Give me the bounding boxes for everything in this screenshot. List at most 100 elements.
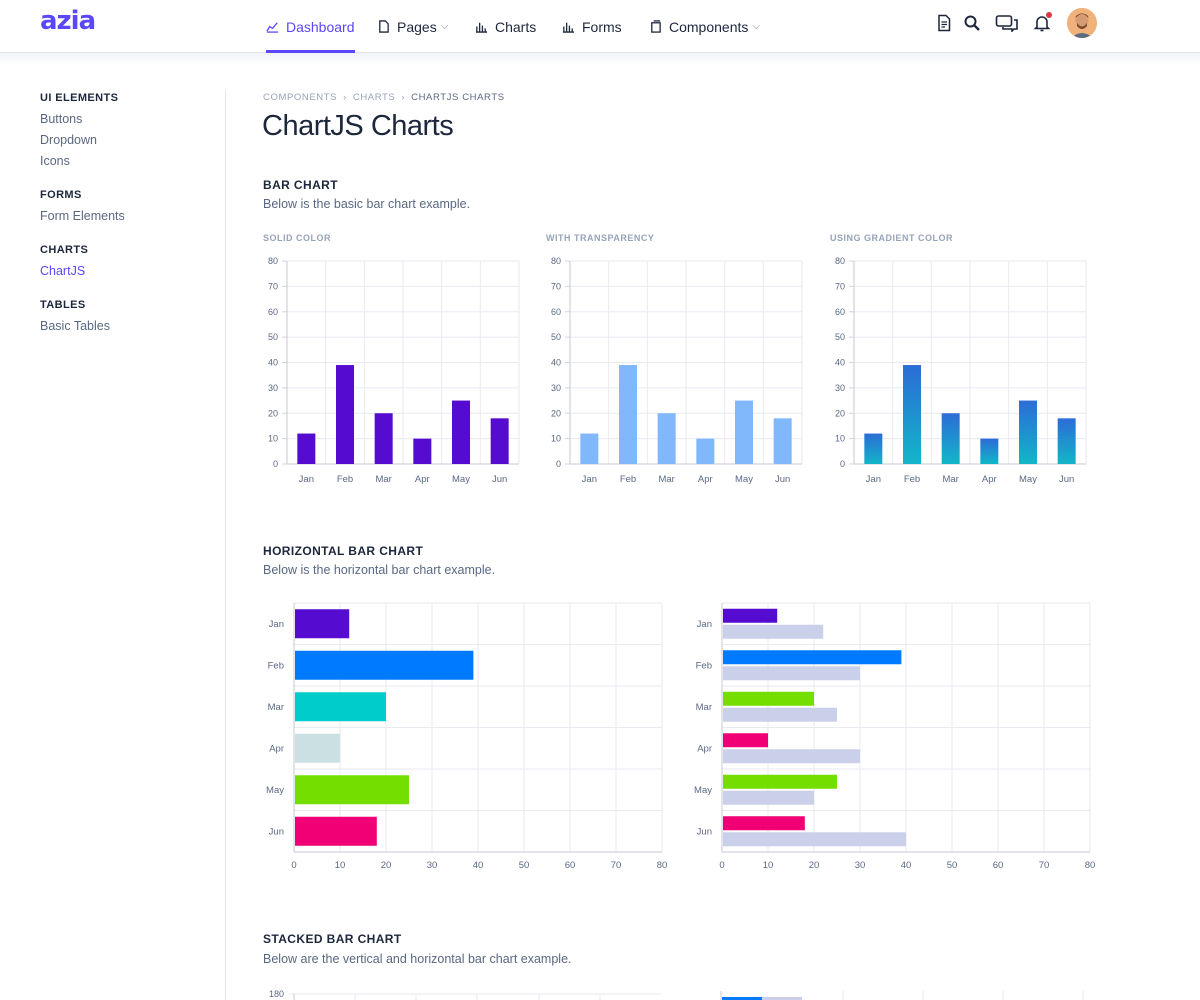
y-tick-label: Jan [269, 619, 284, 630]
y-tick-label: Jun [269, 826, 284, 837]
bar [762, 997, 802, 1000]
nav-pages-label: Pages [397, 18, 437, 35]
x-tick-label: 40 [473, 860, 484, 871]
y-tick-label: 50 [835, 332, 845, 342]
horizontal-bar-chart-compare: 0 10 20 30 40 50 60 70 80 Jan Feb Mar Apr May Jun [694, 602, 1096, 871]
sidebar-item-basic-tables[interactable]: Basic Tables [40, 319, 110, 333]
y-tick-label: 60 [835, 307, 845, 317]
nav-charts[interactable]: Charts [475, 0, 536, 53]
y-tick-label: 80 [268, 256, 278, 266]
x-tick-label: May [1019, 474, 1037, 485]
bar [295, 775, 409, 805]
y-tick-label: 70 [268, 281, 278, 291]
section-title-stacked: STACKED BAR CHART [263, 932, 402, 946]
bar [723, 774, 837, 789]
x-tick-label: 10 [763, 860, 774, 871]
x-tick-label: Jan [866, 474, 881, 485]
bar [374, 413, 393, 464]
y-tick-label: Feb [268, 660, 284, 671]
y-tick-label: 70 [835, 281, 845, 291]
sidebar-group-charts: CHARTS ChartJS [40, 244, 220, 278]
search-icon[interactable] [961, 12, 983, 34]
chevron-right-icon: › [343, 92, 347, 103]
y-tick-label: 20 [835, 408, 845, 418]
y-tick-label: Apr [269, 743, 284, 754]
x-tick-label: Jun [775, 474, 790, 485]
x-tick-label: 80 [1085, 860, 1096, 871]
sidebar-group-forms: FORMS Form Elements [40, 189, 220, 223]
bar [773, 418, 792, 464]
bar [657, 413, 676, 464]
bar [1019, 400, 1037, 464]
breadcrumb-item-components[interactable]: COMPONENTS [263, 92, 338, 103]
y-tick-label: 30 [551, 383, 561, 393]
bar-chart-gradient: 0 10 20 30 40 50 60 70 80 Jan Feb Mar Apr May Jun [835, 256, 1087, 485]
x-tick-label: Mar [375, 474, 391, 485]
y-tick-label: 50 [268, 332, 278, 342]
sidebar-item-buttons[interactable]: Buttons [40, 112, 83, 126]
document-icon[interactable] [933, 12, 955, 34]
nav-pages[interactable]: Pages ⌵ [377, 0, 448, 53]
bar [723, 816, 805, 831]
bar [336, 365, 354, 464]
bar [295, 692, 386, 722]
bar [864, 433, 883, 464]
y-tick-label: 60 [551, 307, 561, 317]
avatar[interactable] [1067, 8, 1097, 38]
chat-icon[interactable] [994, 12, 1020, 34]
bar [619, 365, 637, 464]
bar [413, 438, 432, 464]
sidebar-item-form-elements[interactable]: Form Elements [40, 209, 125, 223]
stacked-bar-chart-vertical: 180 [269, 989, 662, 1000]
nav-dashboard[interactable]: Dashboard [266, 0, 355, 53]
x-tick-label: Mar [942, 474, 958, 485]
x-tick-label: 60 [565, 860, 576, 871]
bar [980, 438, 999, 464]
y-tick-label: 30 [835, 383, 845, 393]
bar [723, 749, 860, 764]
page-title: ChartJS Charts [262, 110, 454, 142]
chart-label-solid: SOLID COLOR [263, 233, 331, 243]
y-tick-label: 40 [551, 358, 561, 368]
x-tick-label: Jun [1059, 474, 1074, 485]
y-tick-label: Jan [697, 619, 712, 630]
x-tick-label: 70 [1039, 860, 1050, 871]
sidebar-group-ui-elements: UI ELEMENTS Buttons Dropdown Icons [40, 92, 220, 168]
y-tick-label: 10 [551, 434, 561, 444]
bar [723, 832, 906, 847]
y-tick-label: 0 [273, 459, 278, 469]
header-shadow [0, 53, 1200, 65]
section-desc-bar: Below is the basic bar chart example. [263, 197, 471, 211]
nav-active-indicator [266, 50, 355, 53]
breadcrumb-item-current: CHARTJS CHARTS [411, 92, 505, 103]
app-header: azia Dashboard Pages ⌵ Charts Forms Comp… [0, 0, 1200, 53]
bar [722, 997, 762, 1000]
nav-components[interactable]: Components ⌵ [649, 0, 760, 53]
sidebar-item-dropdown[interactable]: Dropdown [40, 133, 97, 147]
y-tick-label: 60 [268, 307, 278, 317]
x-tick-label: Feb [620, 474, 636, 485]
y-tick-label: 80 [551, 256, 561, 266]
x-tick-label: 0 [719, 860, 724, 871]
bell-icon[interactable] [1031, 12, 1053, 34]
nav-forms-label: Forms [582, 18, 622, 35]
sidebar-item-icons[interactable]: Icons [40, 154, 70, 168]
bar [723, 608, 778, 623]
chart-label-transparency: WITH TRANSPARENCY [546, 233, 655, 243]
stacked-bar-chart-horizontal [720, 991, 1084, 1000]
chevron-down-icon: ⌵ [752, 21, 760, 32]
nav-forms[interactable]: Forms [562, 0, 622, 53]
y-tick-label: 80 [835, 256, 845, 266]
x-tick-label: Jun [492, 474, 507, 485]
breadcrumb-item-charts[interactable]: CHARTS [352, 92, 396, 103]
sidebar-item-chartjs[interactable]: ChartJS [40, 264, 86, 278]
x-tick-label: Mar [658, 474, 674, 485]
y-tick-label: 40 [835, 358, 845, 368]
y-tick-label: 40 [268, 358, 278, 368]
brand-logo[interactable]: azia [40, 6, 96, 36]
x-tick-label: Feb [337, 474, 353, 485]
horizontal-bar-chart: 0 10 20 30 40 50 60 70 80 Jan Feb Mar Apr May Jun [266, 602, 667, 871]
x-tick-label: May [735, 474, 753, 485]
sidebar-group-title: CHARTS [40, 244, 89, 256]
bar [941, 413, 960, 464]
